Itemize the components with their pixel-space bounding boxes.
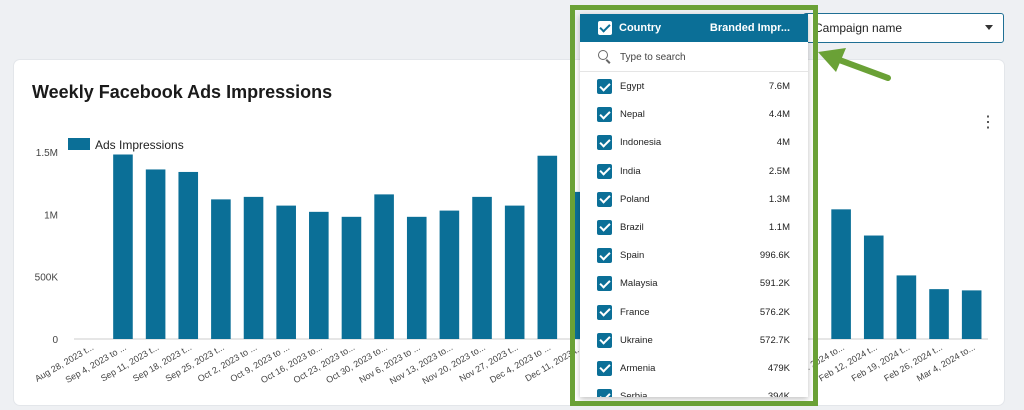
- country-value: 591.2K: [759, 278, 790, 290]
- search-icon: [598, 50, 608, 60]
- select-all-checkbox[interactable]: [598, 21, 612, 35]
- country-name: Serbia: [620, 391, 648, 397]
- country-value: 1.1M: [768, 221, 790, 233]
- country-value: 7.6M: [768, 81, 790, 92]
- country-name: Malaysia: [620, 278, 658, 290]
- checkbox-checked-icon[interactable]: [597, 332, 612, 348]
- highlight-frame: [570, 5, 818, 406]
- bar[interactable]: [439, 210, 460, 339]
- bar[interactable]: [178, 171, 199, 339]
- country-filter-dropdown: Country Branded Impr... Type to search E…: [580, 14, 808, 397]
- bar[interactable]: [929, 289, 949, 339]
- country-value: 576.2K: [759, 306, 790, 318]
- bar[interactable]: [896, 275, 917, 339]
- country-option[interactable]: Serbia 394K: [580, 382, 808, 397]
- bar[interactable]: [113, 154, 133, 339]
- bar[interactable]: [863, 235, 884, 339]
- country-name: Brazil: [620, 221, 644, 233]
- arrow-shaft: [831, 55, 891, 81]
- more-options-icon[interactable]: ⋮: [980, 114, 996, 131]
- country-option[interactable]: Indonesia 4M: [580, 128, 808, 156]
- bar[interactable]: [341, 216, 362, 339]
- campaign-name-label: Campaign name: [814, 21, 903, 35]
- country-option[interactable]: India 2.5M: [580, 157, 808, 185]
- country-option[interactable]: Nepal 4.4M: [580, 100, 808, 128]
- checkbox-checked-icon[interactable]: [597, 107, 612, 123]
- country-option[interactable]: France 576.2K: [580, 298, 808, 326]
- y-tick-label: 0: [52, 335, 58, 346]
- country-name: Ukraine: [620, 334, 653, 346]
- country-value: 996.6K: [759, 250, 790, 262]
- country-value: 572.7K: [759, 334, 790, 346]
- caret-down-icon: [985, 25, 993, 30]
- checkbox-checked-icon[interactable]: [597, 360, 612, 376]
- metric-column-label[interactable]: Branded Impr...: [709, 22, 790, 34]
- checkbox-checked-icon[interactable]: [597, 219, 612, 235]
- country-option[interactable]: Brazil 1.1M: [580, 213, 808, 241]
- country-option[interactable]: Egypt 7.6M: [580, 72, 808, 100]
- bar[interactable]: [145, 169, 166, 339]
- checkbox-checked-icon[interactable]: [597, 79, 612, 94]
- y-tick-label: 1M: [44, 210, 58, 221]
- country-name: Indonesia: [620, 137, 662, 149]
- checkbox-checked-icon[interactable]: [597, 304, 612, 320]
- checkbox-checked-icon[interactable]: [597, 191, 612, 207]
- chart-title: Weekly Facebook Ads Impressions: [32, 82, 333, 102]
- checkbox-checked-icon[interactable]: [597, 248, 612, 264]
- search-box[interactable]: Type to search: [580, 42, 808, 72]
- country-option[interactable]: Malaysia 591.2K: [580, 269, 808, 297]
- bar[interactable]: [211, 199, 231, 339]
- country-value: 479K: [767, 362, 790, 374]
- country-value: 4.4M: [768, 109, 790, 121]
- country-list: Egypt 7.6M Nepal 4.4M Indonesia 4M India 2.5M Po…: [580, 72, 808, 397]
- country-value: 1.3M: [768, 193, 790, 205]
- bar[interactable]: [537, 155, 558, 339]
- country-name: Armenia: [620, 362, 656, 374]
- bar[interactable]: [374, 194, 394, 339]
- campaign-name-select[interactable]: Campaign name: [803, 13, 1004, 43]
- arrow-head-icon: [818, 48, 846, 72]
- country-name: France: [620, 306, 650, 318]
- country-option[interactable]: Poland 1.3M: [580, 185, 808, 213]
- bar[interactable]: [406, 216, 427, 339]
- bar[interactable]: [472, 196, 492, 339]
- checkbox-checked-icon[interactable]: [597, 276, 612, 292]
- dropdown-header: Country Branded Impr...: [580, 14, 808, 42]
- country-name: India: [620, 165, 641, 177]
- country-option[interactable]: Ukraine 572.7K: [580, 326, 808, 354]
- country-name: Spain: [620, 250, 645, 262]
- country-option[interactable]: Armenia 479K: [580, 354, 808, 382]
- bar[interactable]: [309, 211, 329, 339]
- bar[interactable]: [961, 290, 982, 339]
- country-name: Poland: [620, 193, 650, 205]
- search-input[interactable]: Type to search: [620, 52, 686, 63]
- bar[interactable]: [831, 209, 851, 339]
- country-value: 4M: [776, 137, 790, 149]
- checkbox-checked-icon[interactable]: [597, 389, 612, 397]
- country-option[interactable]: Spain 996.6K: [580, 241, 808, 269]
- country-value: 2.5M: [768, 165, 790, 177]
- country-column-label: Country: [619, 22, 662, 34]
- bar[interactable]: [243, 196, 264, 339]
- checkbox-checked-icon[interactable]: [597, 135, 612, 151]
- country-value: 394K: [767, 391, 790, 397]
- country-name: Egypt: [620, 81, 645, 92]
- y-tick-label: 1.5M: [36, 148, 58, 159]
- country-name: Nepal: [620, 109, 645, 121]
- bar[interactable]: [276, 205, 296, 339]
- y-tick-label: 500K: [35, 273, 59, 284]
- legend-label: Ads Impressions: [95, 138, 184, 152]
- bar[interactable]: [504, 205, 525, 339]
- legend-swatch: [68, 138, 90, 150]
- checkbox-checked-icon[interactable]: [597, 163, 612, 179]
